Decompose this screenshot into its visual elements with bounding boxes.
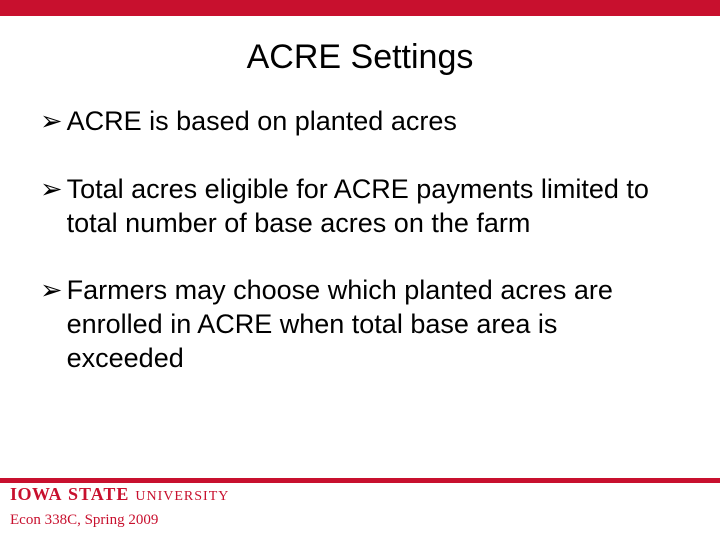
logo-text-state: STATE: [68, 484, 129, 505]
bullet-icon: ➢: [40, 274, 63, 375]
logo-text-iowa: IOWA: [10, 484, 62, 505]
footer-course-info: Econ 338C, Spring 2009: [10, 512, 158, 529]
bullet-text: Farmers may choose which planted acres a…: [67, 274, 680, 375]
bullet-icon: ➢: [40, 173, 63, 241]
list-item: ➢ Farmers may choose which planted acres…: [40, 274, 680, 375]
slide-title: ACRE Settings: [0, 38, 720, 77]
footer-accent-bar: [0, 478, 720, 483]
bullet-text: Total acres eligible for ACRE payments l…: [67, 173, 680, 241]
bullet-text: ACRE is based on planted acres: [67, 105, 457, 139]
list-item: ➢ ACRE is based on planted acres: [40, 105, 680, 139]
bullet-icon: ➢: [40, 105, 63, 139]
bullet-list: ➢ ACRE is based on planted acres ➢ Total…: [0, 105, 720, 376]
list-item: ➢ Total acres eligible for ACRE payments…: [40, 173, 680, 241]
logo-text-university: UNIVERSITY: [135, 489, 229, 505]
university-logo: IOWA STATE UNIVERSITY: [10, 484, 229, 505]
header-accent-bar: [0, 0, 720, 16]
